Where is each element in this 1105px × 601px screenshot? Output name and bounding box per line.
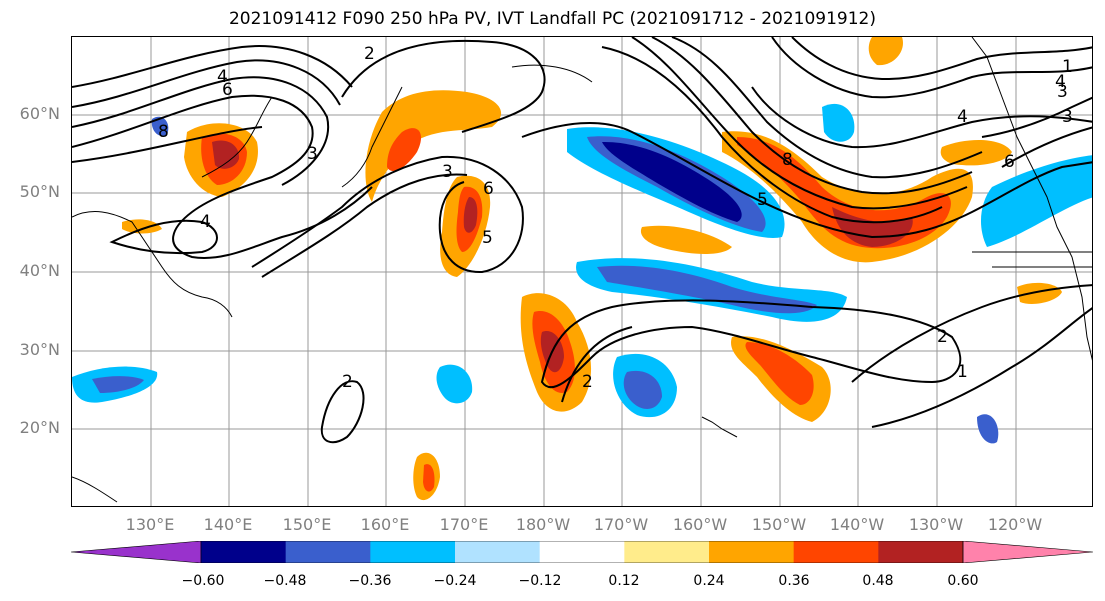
lon-label: 170°E xyxy=(439,515,489,534)
colorbar-segment xyxy=(624,541,710,563)
lat-label: 30°N xyxy=(19,340,60,359)
lat-label: 20°N xyxy=(19,418,60,437)
colorbar-segment xyxy=(793,541,879,563)
colorbar-extend-low xyxy=(71,541,202,563)
lon-label: 130°E xyxy=(125,515,175,534)
pv-shading xyxy=(72,37,1092,501)
lon-label: 140°W xyxy=(829,515,885,534)
contour-label: 3 xyxy=(1057,82,1068,102)
lat-label: 50°N xyxy=(19,182,60,201)
colorbar-tick-label: 0.36 xyxy=(778,573,810,589)
colorbar-segment xyxy=(285,541,371,563)
lon-label: 150°W xyxy=(751,515,807,534)
contour-label: 5 xyxy=(482,228,493,248)
contour-label: 2 xyxy=(364,44,375,64)
contour-label: 4 xyxy=(1055,72,1066,92)
colorbar-segments xyxy=(71,541,1093,563)
contour-label: 3 xyxy=(307,144,318,164)
map-panel: 2 4 6 8 3 4 3 6 5 2 4 3 6 8 5 2 1 2 1 4 … xyxy=(71,36,1093,507)
colorbar xyxy=(71,541,1093,563)
contour-label: 3 xyxy=(1062,107,1073,127)
colorbar-tick-label: −0.48 xyxy=(263,573,307,589)
contour-label: 1 xyxy=(957,362,968,382)
colorbar-segment xyxy=(370,541,456,563)
colorbar-tick-label: 0.48 xyxy=(862,573,894,589)
lon-label: 180°W xyxy=(515,515,571,534)
colorbar-segment xyxy=(201,541,287,563)
colorbar-tick-label: −0.12 xyxy=(518,573,562,589)
contour-label: 2 xyxy=(937,327,948,347)
contour-label: 5 xyxy=(757,190,768,210)
colorbar-segment xyxy=(878,541,964,563)
lon-label: 150°E xyxy=(282,515,332,534)
colorbar-tick-label: −0.36 xyxy=(348,573,392,589)
pv-contours xyxy=(72,37,1092,444)
colorbar-segment xyxy=(709,541,795,563)
contour-label: 6 xyxy=(483,179,494,199)
lat-label: 60°N xyxy=(19,104,60,123)
contour-label: 8 xyxy=(782,150,793,170)
map-canvas: 2 4 6 8 3 4 3 6 5 2 4 3 6 8 5 2 1 2 1 4 … xyxy=(72,37,1092,506)
colorbar-tick-label: 0.24 xyxy=(693,573,725,589)
contour-label: 3 xyxy=(442,162,453,182)
colorbar-frame xyxy=(200,541,964,563)
contour-label: 8 xyxy=(158,122,169,142)
colorbar-tick-label: 0.60 xyxy=(947,573,979,589)
contour-label: 1 xyxy=(1062,57,1073,77)
contour-label: 4 xyxy=(200,212,211,232)
contour-label: 2 xyxy=(582,372,593,392)
colorbar-tick-label: −0.60 xyxy=(181,573,225,589)
contour-label-group: 2 4 6 8 3 4 3 6 5 2 4 3 6 8 5 2 1 2 1 4 … xyxy=(158,44,1073,392)
contour-label: 2 xyxy=(342,372,353,392)
contour-label: 4 xyxy=(957,107,968,127)
figure-title: 2021091412 F090 250 hPa PV, IVT Landfall… xyxy=(228,9,876,29)
colorbar-extend-high xyxy=(962,541,1093,563)
lon-label: 130°W xyxy=(908,515,964,534)
lon-label: 170°W xyxy=(593,515,649,534)
colorbar-tick-label: 0.12 xyxy=(608,573,640,589)
colorbar-segment xyxy=(539,541,625,563)
lon-label: 160°E xyxy=(360,515,410,534)
contour-label: 4 xyxy=(217,67,228,87)
colorbar-tick-label: −0.24 xyxy=(433,573,477,589)
lon-label: 160°W xyxy=(672,515,728,534)
lat-label: 40°N xyxy=(19,261,60,280)
lon-label: 140°E xyxy=(203,515,253,534)
lon-label: 120°W xyxy=(987,515,1043,534)
colorbar-segment xyxy=(455,541,541,563)
coastlines xyxy=(72,37,1092,503)
contour-label: 6 xyxy=(222,80,233,100)
contour-label: 6 xyxy=(1004,152,1015,172)
